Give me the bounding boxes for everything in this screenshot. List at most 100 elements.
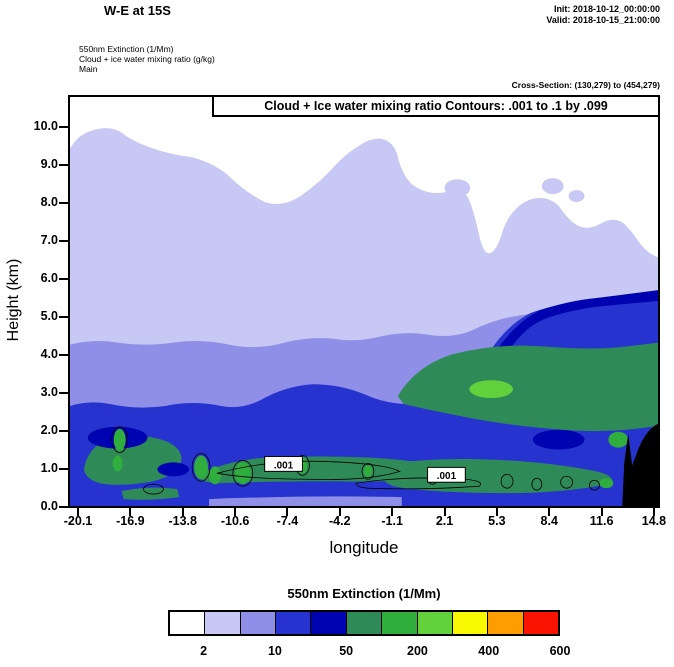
- legend-tick-label: 10: [267, 644, 282, 658]
- x-tick-mark: [600, 508, 603, 516]
- x-tick-mark: [652, 508, 655, 516]
- y-tick-label: 10.0: [33, 119, 58, 133]
- green-cloud-spot: [234, 462, 251, 485]
- field-line-extinction: 550nm Extinction (1/Mm): [79, 44, 174, 54]
- valid-time: Valid: 2018-10-15_21:00:00: [546, 14, 660, 25]
- x-tick-mark: [548, 508, 551, 516]
- plot-title: W-E at 15S: [104, 3, 171, 18]
- legend-color-cell: [240, 612, 277, 634]
- y-tick-mark: [59, 468, 68, 470]
- x-axis-label: longitude: [329, 538, 399, 557]
- y-tick-label: 4.0: [40, 347, 58, 361]
- y-tick-mark: [59, 354, 68, 356]
- cloud-contour-loop: [232, 460, 254, 487]
- y-tick-label: 8.0: [40, 195, 58, 209]
- field-line-mixing-ratio: Cloud + ice water mixing ratio (g/kg): [79, 54, 215, 64]
- y-tick-label: 5.0: [40, 309, 58, 323]
- legend-tick-label: 400: [478, 644, 500, 658]
- field-description: 550nm Extinction (1/Mm) Cloud + ice wate…: [79, 44, 215, 74]
- y-tick-label: 7.0: [40, 233, 58, 247]
- bright-green-patch: [469, 380, 513, 399]
- cloud-contour-line: [355, 477, 481, 490]
- x-tick-label: -10.6: [220, 514, 250, 528]
- bottom-light-strip: [209, 496, 402, 506]
- y-tick-mark: [59, 202, 68, 204]
- x-tick-label: -16.9: [116, 514, 145, 528]
- legend-title: 550nm Extinction (1/Mm): [287, 586, 441, 601]
- x-tick-label: 14.8: [641, 514, 667, 528]
- legend-tick-label: 200: [407, 644, 428, 658]
- legend-color-cell: [488, 612, 524, 634]
- legend-colorbar: [168, 610, 560, 636]
- x-tick-mark: [286, 508, 289, 516]
- x-tick-label: 11.6: [589, 514, 614, 528]
- x-tick-label: -1.1: [381, 514, 403, 528]
- y-tick-label: 0.0: [40, 499, 58, 513]
- init-valid-times: Init: 2018-10-12_00:00:00 Valid: 2018-10…: [546, 4, 660, 25]
- terrain-silhouette: [622, 423, 658, 506]
- green-cloud-spot: [112, 455, 123, 472]
- legend-color-cell: [346, 612, 383, 634]
- legend-color-cell: [417, 612, 453, 634]
- x-tick-label: 5.3: [488, 514, 506, 528]
- legend-tick-label: 2: [200, 644, 208, 658]
- legend-color-cell: [452, 612, 489, 634]
- navy-patch: [532, 429, 585, 450]
- y-axis-label: Height (km): [5, 258, 22, 342]
- ext-band-seagreen-right: [397, 342, 658, 432]
- lavender-island: [444, 179, 471, 198]
- x-tick-label: -13.8: [168, 514, 197, 528]
- x-tick-mark: [338, 508, 341, 516]
- contour-inline-label: .001: [274, 460, 294, 471]
- y-tick-mark: [59, 164, 68, 166]
- contour-label-box: [264, 455, 303, 472]
- legend-color-cell: [311, 612, 347, 634]
- x-tick-label: -4.2: [329, 514, 351, 528]
- contour-annotation: Cloud + Ice water mixing ratio Contours:…: [212, 95, 660, 117]
- x-tick-label: -7.4: [276, 514, 299, 528]
- x-tick-mark: [181, 508, 184, 516]
- y-tick-label: 3.0: [40, 385, 58, 399]
- green-cloud-spot: [364, 465, 372, 478]
- legend-color-cell: [205, 612, 241, 634]
- cloud-contour-loop: [111, 426, 129, 453]
- x-tick-mark: [391, 508, 394, 516]
- green-cloud-spot: [113, 428, 126, 451]
- y-tick-label: 6.0: [40, 271, 58, 285]
- init-time: Init: 2018-10-12_00:00:00: [553, 4, 660, 14]
- legend-color-cell: [523, 612, 558, 634]
- x-tick-mark: [234, 508, 237, 516]
- x-tick-mark: [495, 508, 498, 516]
- lavender-island: [541, 178, 564, 195]
- cloud-contour-loop: [500, 473, 514, 489]
- legend-tick-label: 50: [339, 644, 354, 658]
- x-tick-label: 2.1: [435, 514, 454, 528]
- cloud-contour-loop: [361, 463, 375, 480]
- y-tick-mark: [59, 278, 68, 280]
- green-cloud-spot: [194, 455, 209, 480]
- x-tick-mark: [443, 508, 446, 516]
- green-cloud-spot: [599, 478, 614, 489]
- cloud-contour-loop: [191, 453, 211, 482]
- green-cloud-spot: [209, 466, 221, 485]
- plot-area: .001 .001 Cloud + Ice water mixing ratio …: [68, 95, 660, 508]
- y-tick-mark: [59, 240, 68, 242]
- cloud-contour-loop: [143, 483, 164, 495]
- cloud-contour-loop: [531, 477, 543, 491]
- x-tick-mark: [77, 508, 79, 516]
- y-tick-label: 9.0: [40, 157, 58, 171]
- y-tick-label: 1.0: [40, 461, 58, 475]
- legend-color-cell: [382, 612, 418, 634]
- cloud-contour-loop: [560, 475, 573, 489]
- lavender-island: [568, 190, 585, 202]
- x-tick-label: -20.1: [63, 514, 93, 528]
- ext-band-seagreen-middle: [197, 456, 442, 484]
- green-cloud-spot: [608, 431, 629, 448]
- contour-field: .001 .001: [70, 128, 658, 506]
- x-tick-mark: [129, 508, 132, 516]
- y-tick-mark: [59, 506, 68, 508]
- navy-patch: [157, 462, 190, 477]
- contour-inline-label: .001: [437, 471, 457, 482]
- y-tick-mark: [59, 126, 68, 128]
